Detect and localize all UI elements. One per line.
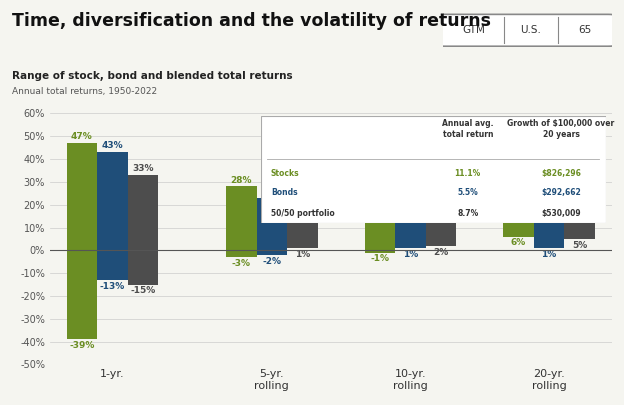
Text: 1%: 1% bbox=[403, 250, 418, 259]
Text: 16%: 16% bbox=[400, 203, 421, 212]
Text: 1%: 1% bbox=[295, 250, 310, 259]
Text: -3%: -3% bbox=[232, 259, 251, 268]
Text: 1%: 1% bbox=[542, 250, 557, 259]
Text: 21%: 21% bbox=[291, 192, 313, 200]
FancyBboxPatch shape bbox=[438, 14, 615, 46]
Text: 2%: 2% bbox=[433, 247, 449, 257]
Bar bbox=[127, 175, 158, 285]
Bar bbox=[534, 223, 564, 248]
Text: 65: 65 bbox=[578, 25, 591, 35]
Text: -39%: -39% bbox=[69, 341, 94, 350]
Text: 33%: 33% bbox=[132, 164, 154, 173]
Text: Range of stock, bond and blended total returns: Range of stock, bond and blended total r… bbox=[12, 71, 293, 81]
Text: -15%: -15% bbox=[130, 286, 155, 295]
Text: 47%: 47% bbox=[71, 132, 93, 141]
Text: 16%: 16% bbox=[430, 203, 452, 212]
Bar bbox=[256, 198, 287, 255]
Text: 5%: 5% bbox=[572, 241, 587, 250]
Text: -1%: -1% bbox=[371, 254, 389, 264]
Text: -2%: -2% bbox=[262, 257, 281, 266]
Text: 12%: 12% bbox=[539, 212, 560, 221]
Bar bbox=[97, 152, 127, 280]
Bar bbox=[287, 202, 318, 248]
Text: 17%: 17% bbox=[508, 201, 529, 210]
Text: 28%: 28% bbox=[230, 176, 252, 185]
Text: 6%: 6% bbox=[511, 239, 526, 247]
Bar bbox=[504, 211, 534, 237]
Text: Time, diversification and the volatility of returns: Time, diversification and the volatility… bbox=[12, 12, 492, 30]
Bar bbox=[564, 218, 595, 239]
Bar bbox=[226, 186, 256, 257]
Text: U.S.: U.S. bbox=[520, 25, 541, 35]
Text: GTM: GTM bbox=[462, 25, 485, 35]
Bar bbox=[395, 214, 426, 248]
Bar bbox=[364, 207, 395, 253]
Bar bbox=[426, 214, 456, 246]
Bar bbox=[67, 143, 97, 339]
Text: 14%: 14% bbox=[569, 208, 590, 217]
Text: -13%: -13% bbox=[100, 282, 125, 291]
Text: 23%: 23% bbox=[261, 187, 283, 196]
Text: 19%: 19% bbox=[369, 196, 391, 205]
Text: Annual total returns, 1950-2022: Annual total returns, 1950-2022 bbox=[12, 87, 158, 96]
Text: 43%: 43% bbox=[102, 141, 123, 150]
